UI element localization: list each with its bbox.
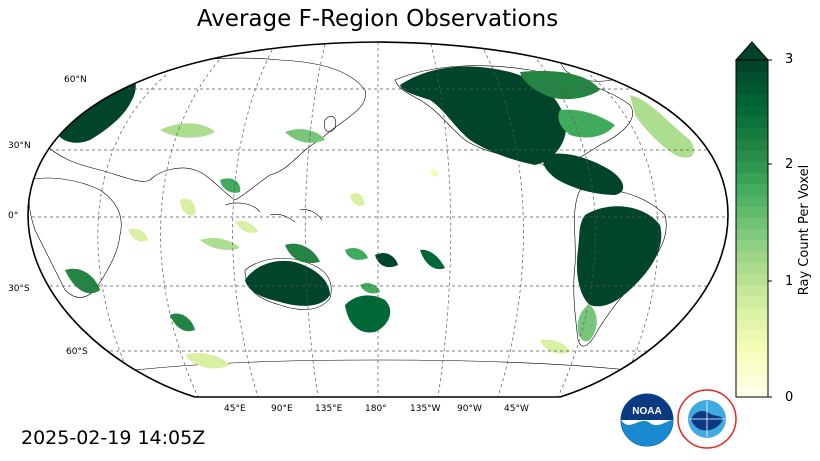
colorbar-tick-0: 0 — [785, 390, 794, 405]
chart-title: Average F-Region Observations — [196, 6, 559, 32]
colorbar-segment — [736, 262, 768, 274]
colorbar-segment — [736, 239, 768, 252]
nws-logo — [677, 389, 737, 449]
lat-label-30n: 30°N — [8, 141, 31, 151]
colorbar-segment — [736, 194, 768, 207]
lat-label-0: 0° — [8, 211, 19, 221]
colorbar-segment — [736, 363, 768, 376]
lon-label-45e: 45°E — [224, 404, 246, 414]
colorbar-segment — [736, 116, 768, 128]
colorbar-extend-arrow — [734, 41, 770, 61]
colorbar-segment — [736, 138, 768, 151]
colorbar — [734, 41, 772, 398]
colorbar-segment — [736, 352, 768, 364]
colorbar-segment — [736, 217, 768, 229]
lon-label-90w: 90°W — [457, 404, 482, 414]
colorbar-tick-2: 2 — [785, 157, 794, 172]
colorbar-segment — [736, 161, 768, 173]
lon-label-45w: 45°W — [504, 404, 529, 414]
colorbar-segment — [736, 340, 768, 353]
noaa-logo-text: NOAA — [632, 406, 661, 417]
lon-label-135e: 135°E — [315, 404, 343, 414]
colorbar-segment — [736, 295, 768, 308]
lon-label-90e: 90°E — [271, 404, 293, 414]
colorbar-segment — [736, 307, 768, 319]
colorbar-segment — [736, 374, 768, 387]
colorbar-label: Ray Count Per Voxel — [797, 164, 812, 296]
colorbar-segment — [736, 104, 768, 117]
colorbar-segment — [736, 60, 768, 72]
graticule — [28, 42, 728, 397]
lat-label-60s: 60°S — [66, 347, 88, 357]
colorbar-segment — [736, 250, 768, 263]
map-boundary — [27, 41, 729, 398]
colorbar-segment — [736, 228, 768, 241]
data-field — [55, 66, 695, 369]
colorbar-tick-3: 3 — [785, 52, 794, 67]
colorbar-segment — [736, 127, 768, 140]
colorbar-segment — [736, 385, 768, 398]
colorbar-segment — [736, 149, 768, 162]
colorbar-segment — [736, 284, 768, 297]
lat-label-60n: 60°N — [64, 75, 87, 85]
colorbar-segment — [736, 172, 768, 185]
colorbar-segment — [736, 183, 768, 196]
colorbar-segment — [736, 318, 768, 331]
noaa-logo: NOAA — [620, 393, 674, 447]
colorbar-segment — [736, 71, 768, 83]
lat-label-30s: 30°S — [8, 284, 30, 294]
colorbar-segment — [736, 93, 768, 106]
colorbar-segment — [736, 329, 768, 342]
colorbar-segment — [736, 273, 768, 286]
lon-label-135w: 135°W — [410, 404, 441, 414]
colorbar-segment — [736, 82, 768, 95]
colorbar-tick-1: 1 — [785, 274, 794, 289]
timestamp: 2025-02-19 14:05Z — [21, 427, 206, 449]
colorbar-segment — [736, 206, 768, 218]
colorbar-frame — [735, 59, 769, 398]
lon-label-180: 180° — [365, 404, 387, 414]
map-content — [28, 42, 728, 397]
